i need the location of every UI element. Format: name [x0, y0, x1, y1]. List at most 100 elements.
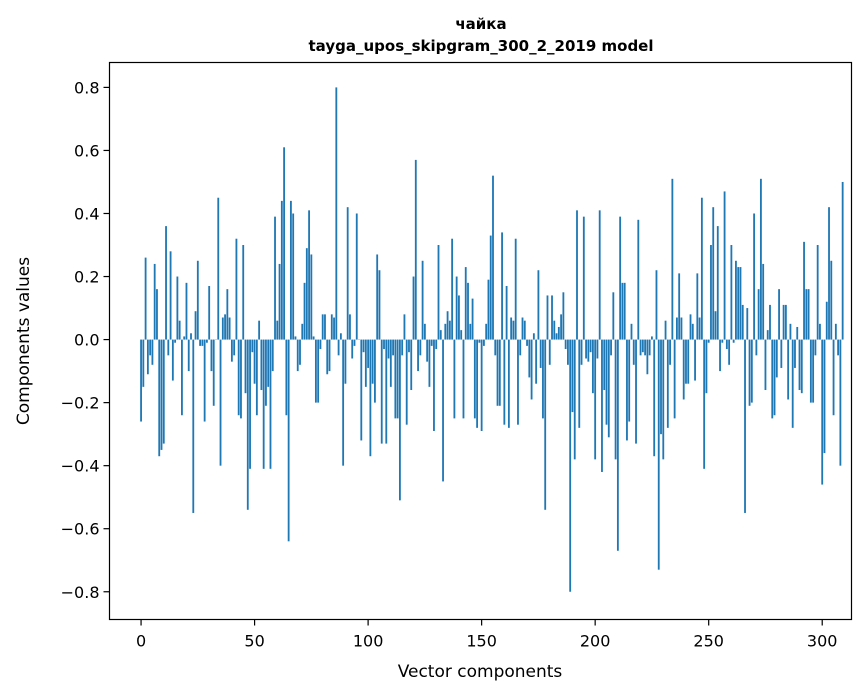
bar-195 — [582, 216, 585, 340]
bar-168 — [521, 317, 524, 340]
bar-84 — [330, 314, 333, 340]
bar-244 — [694, 339, 696, 381]
bar-57 — [269, 339, 272, 469]
bar-103 — [374, 339, 376, 403]
bar-11 — [165, 226, 167, 340]
bar-116 — [403, 314, 406, 340]
bar-83 — [328, 339, 331, 372]
bar-306 — [834, 323, 837, 340]
bar-240 — [685, 339, 687, 384]
bar-40 — [230, 339, 233, 362]
bar-162 — [507, 339, 510, 428]
bar-308 — [839, 339, 842, 466]
bar-263 — [737, 267, 740, 340]
bar-248 — [703, 339, 706, 469]
bar-44 — [240, 339, 242, 419]
bar-9 — [160, 339, 163, 450]
bar-290 — [798, 339, 801, 391]
bar-154 — [489, 235, 492, 340]
bar-228 — [657, 339, 660, 570]
bar-261 — [732, 339, 735, 343]
bar-241 — [687, 339, 690, 384]
bar-277 — [769, 304, 771, 340]
bar-88 — [339, 333, 342, 340]
bar-153 — [487, 279, 490, 340]
bar-141 — [460, 330, 463, 340]
bar-250 — [707, 339, 710, 343]
bar-56 — [267, 339, 270, 387]
bar-305 — [832, 339, 835, 416]
bar-161 — [505, 285, 508, 340]
bar-152 — [485, 323, 488, 340]
bar-190 — [571, 339, 574, 413]
bar-235 — [673, 339, 676, 419]
bar-102 — [371, 339, 374, 384]
bar-206 — [607, 339, 610, 438]
bar-104 — [376, 254, 379, 340]
bar-16 — [176, 276, 179, 340]
bar-36 — [221, 317, 224, 340]
bar-296 — [812, 339, 815, 403]
bar-291 — [800, 339, 803, 394]
bar-42 — [235, 238, 238, 340]
bar-301 — [823, 339, 826, 454]
bar-256 — [721, 339, 724, 343]
bar-285 — [787, 339, 790, 400]
bar-6 — [153, 263, 156, 340]
bar-215 — [628, 339, 631, 422]
bar-68 — [294, 336, 297, 340]
bar-251 — [710, 245, 712, 340]
bar-4 — [149, 339, 152, 356]
bar-176 — [539, 339, 542, 368]
bar-3 — [146, 339, 149, 375]
bar-87 — [337, 339, 340, 356]
bar-5 — [151, 339, 154, 365]
bar-109 — [387, 339, 390, 359]
bar-157 — [496, 339, 499, 406]
bar-299 — [819, 323, 821, 340]
bar-80 — [321, 314, 324, 340]
bar-17 — [178, 320, 181, 340]
bar-65 — [287, 339, 290, 542]
x-axis-label: Vector components — [398, 662, 563, 682]
chart-title: чайка — [455, 15, 506, 33]
bar-159 — [501, 232, 503, 340]
bar-289 — [796, 326, 799, 340]
bar-90 — [344, 339, 347, 384]
bar-25 — [196, 260, 199, 340]
bar-196 — [585, 339, 587, 359]
bar-297 — [814, 339, 817, 356]
bar-186 — [562, 292, 565, 340]
bar-252 — [712, 207, 715, 340]
bar-233 — [669, 339, 671, 365]
bar-171 — [528, 339, 531, 378]
bar-229 — [660, 339, 662, 435]
bar-79 — [319, 339, 322, 350]
bar-94 — [353, 339, 356, 346]
bar-163 — [510, 317, 513, 340]
bar-275 — [764, 339, 767, 391]
y-tick-label-7: 0.6 — [74, 141, 99, 160]
bar-295 — [809, 339, 812, 403]
bar-37 — [224, 314, 226, 340]
bar-207 — [610, 339, 612, 356]
bar-124 — [421, 260, 424, 340]
bar-267 — [746, 308, 749, 340]
bar-99 — [364, 339, 367, 387]
bar-8 — [158, 339, 161, 457]
bar-139 — [455, 276, 458, 340]
bar-127 — [428, 339, 431, 387]
bar-307 — [837, 339, 840, 356]
bar-77 — [314, 339, 317, 403]
bar-302 — [825, 301, 828, 340]
bar-209 — [614, 339, 617, 460]
bar-201 — [596, 339, 599, 359]
bar-1 — [142, 339, 145, 387]
bar-108 — [385, 339, 388, 444]
bar-283 — [782, 304, 785, 340]
bar-101 — [369, 339, 372, 457]
bar-281 — [778, 289, 780, 340]
bar-69 — [296, 339, 299, 372]
bar-24 — [194, 311, 197, 340]
